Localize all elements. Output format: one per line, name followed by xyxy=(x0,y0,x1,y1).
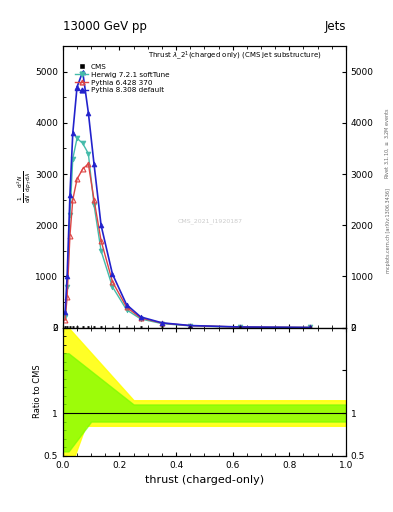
Legend: CMS, Herwig 7.2.1 softTune, Pythia 6.428 370, Pythia 8.308 default: CMS, Herwig 7.2.1 softTune, Pythia 6.428… xyxy=(72,61,173,96)
Text: Jets: Jets xyxy=(324,20,346,33)
Text: Thrust $\lambda\_2^1$(charged only) (CMS jet substructure): Thrust $\lambda\_2^1$(charged only) (CMS… xyxy=(148,49,321,62)
Y-axis label: Ratio to CMS: Ratio to CMS xyxy=(33,365,42,418)
Text: Rivet 3.1.10, $\geq$ 3.2M events: Rivet 3.1.10, $\geq$ 3.2M events xyxy=(384,108,391,179)
Text: 13000 GeV pp: 13000 GeV pp xyxy=(63,20,147,33)
X-axis label: thrust (charged-only): thrust (charged-only) xyxy=(145,475,264,485)
Y-axis label: $\frac{1}{\mathrm{d}N}$ $\frac{\mathrm{d}^2N}{\mathrm{d}p_T\,\mathrm{d}\lambda}$: $\frac{1}{\mathrm{d}N}$ $\frac{\mathrm{d… xyxy=(16,171,34,203)
Text: mcplots.cern.ch [arXiv:1306.3436]: mcplots.cern.ch [arXiv:1306.3436] xyxy=(386,188,391,273)
Text: CMS_2021_I1920187: CMS_2021_I1920187 xyxy=(178,218,242,224)
